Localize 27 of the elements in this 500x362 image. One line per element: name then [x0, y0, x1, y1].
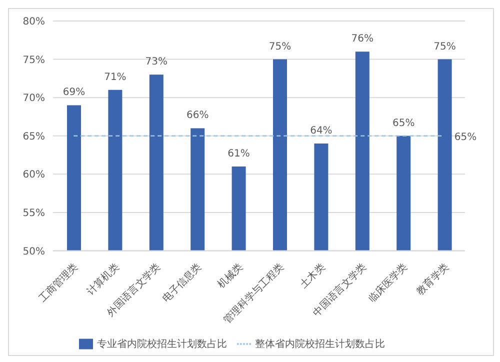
data-label: 69% [62, 87, 86, 98]
legend-label: 整体省内院校招生计划数占比 [255, 338, 385, 350]
legend-label: 专业省内院校招生计划数占比 [97, 338, 227, 350]
y-tick-label: 65% [22, 131, 45, 142]
x-tick-label: 教育学类 [414, 260, 452, 298]
data-label: 65% [392, 118, 415, 129]
y-tick-label: 70% [22, 93, 45, 104]
y-tick-label: 55% [22, 208, 45, 219]
x-tick-label: 土木类 [298, 260, 328, 291]
x-tick-label: 机械类 [215, 260, 246, 291]
data-label: 66% [186, 110, 209, 122]
x-tick-label: 电子信息类 [160, 260, 204, 305]
y-tick-label: 80% [22, 16, 45, 28]
y-tick-label: 50% [22, 246, 45, 258]
x-tick-label: 工商管理类 [36, 260, 80, 305]
data-label: 73% [145, 56, 168, 68]
data-label: 64% [310, 126, 332, 137]
x-tick-label: 计算机类 [84, 260, 122, 298]
data-label: 75% [268, 41, 292, 52]
data-label: 71% [104, 72, 126, 83]
data-label: 76% [351, 34, 374, 45]
data-label: 65% [454, 132, 477, 143]
x-tick-label: 临床医学类 [366, 260, 410, 305]
data-label: 75% [434, 41, 456, 52]
y-tick-label: 60% [22, 170, 45, 181]
data-label: 61% [228, 148, 250, 160]
y-tick-label: 75% [22, 54, 45, 66]
